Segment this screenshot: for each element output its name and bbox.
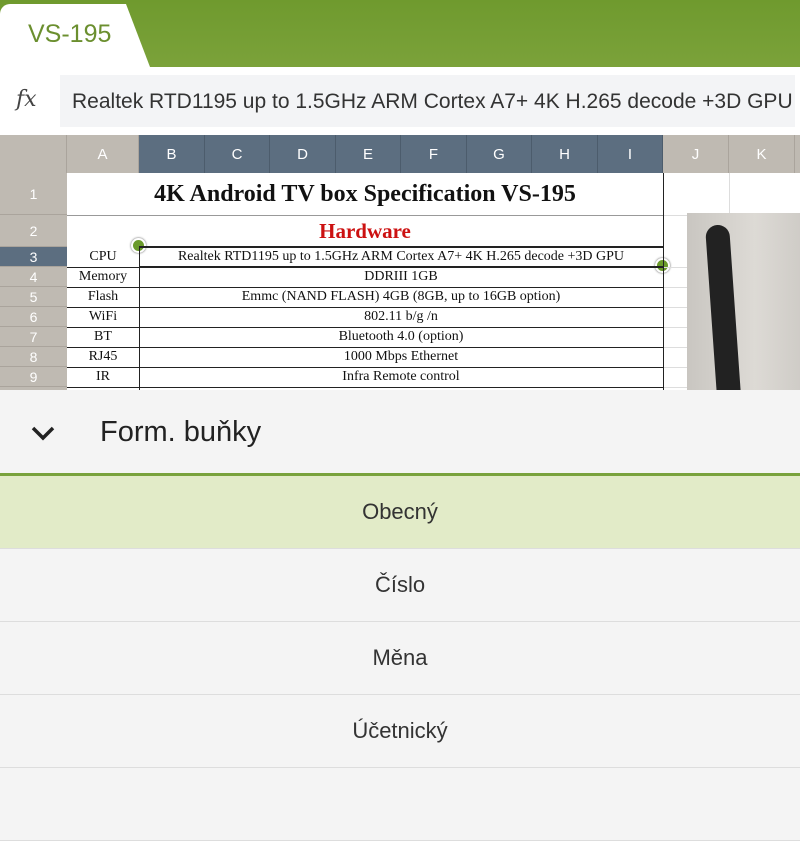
row-header-7[interactable]: 7: [0, 327, 67, 347]
row-header-8[interactable]: 8: [0, 347, 67, 367]
spec-label[interactable]: CPU: [89, 249, 117, 264]
column-header-K[interactable]: K: [729, 135, 795, 173]
column-header-D[interactable]: D: [270, 135, 336, 173]
row-header-5[interactable]: 5: [0, 287, 67, 307]
spec-label[interactable]: Flash: [87, 289, 119, 304]
column-header-J[interactable]: J: [663, 135, 729, 173]
row-border: [67, 327, 663, 328]
sheet-tab-bar: VS-195: [0, 0, 800, 67]
row-header-2[interactable]: 2: [0, 215, 67, 247]
spec-label[interactable]: IR: [96, 369, 110, 384]
embedded-image[interactable]: [687, 213, 800, 390]
row-border: [67, 367, 663, 368]
row-header-9[interactable]: 9: [0, 367, 67, 387]
spec-value[interactable]: 1000 Mbps Ethernet: [343, 349, 459, 364]
gridline: [663, 347, 693, 348]
format-option-1[interactable]: Obecný: [0, 476, 800, 549]
row-header-3[interactable]: 3: [0, 247, 67, 267]
format-option-2[interactable]: Číslo: [0, 549, 800, 622]
table-border-right: [663, 173, 664, 390]
row-border: [67, 287, 663, 288]
column-header-H[interactable]: H: [532, 135, 598, 173]
gridline: [663, 327, 693, 328]
column-header-C[interactable]: C: [205, 135, 270, 173]
sheet-tab-label: VS-195: [28, 20, 112, 48]
formula-bar: fx Realtek RTD1195 up to 1.5GHz ARM Cort…: [0, 67, 800, 135]
row-header-6[interactable]: 6: [0, 307, 67, 327]
row-header-1[interactable]: 1: [0, 173, 67, 215]
gridline: [729, 173, 730, 213]
row-border: [67, 307, 663, 308]
gridline: [663, 367, 693, 368]
format-cells-panel: Form. buňky Obecný Číslo Měna Účetnický: [0, 390, 800, 841]
gridline: [663, 287, 693, 288]
format-option-more[interactable]: [0, 768, 800, 841]
spreadsheet-grid[interactable]: Infra Remote control IR 1000 Mbps Ethernet…: [67, 173, 800, 390]
gridline: [67, 215, 663, 216]
sheet-tab[interactable]: VS-195: [0, 4, 150, 67]
row-border: [67, 387, 663, 388]
sheet-title: 4K Android TV box Specification VS-195: [154, 180, 576, 207]
selection-handle-end[interactable]: [655, 258, 670, 273]
spec-label[interactable]: WiFi: [88, 309, 118, 324]
formula-input[interactable]: Realtek RTD1195 up to 1.5GHz ARM Cortex …: [60, 75, 795, 127]
gridline: [663, 307, 693, 308]
column-header-B[interactable]: B: [139, 135, 205, 173]
row-header-4[interactable]: 4: [0, 267, 67, 287]
spec-value[interactable]: Infra Remote control: [342, 369, 460, 384]
antenna-photo: [705, 224, 742, 390]
panel-title: Form. buňky: [100, 416, 262, 448]
spec-label[interactable]: RJ45: [88, 349, 118, 364]
gridline: [663, 267, 693, 268]
column-border: [139, 247, 140, 390]
format-option-3[interactable]: Měna: [0, 622, 800, 695]
spec-value[interactable]: Emmc (NAND FLASH) 4GB (8GB, up to 16GB o…: [241, 289, 561, 304]
chevron-down-icon[interactable]: [30, 420, 56, 446]
column-header-E[interactable]: E: [336, 135, 401, 173]
fx-icon: fx: [16, 87, 37, 112]
format-option-4[interactable]: Účetnický: [0, 695, 800, 768]
spec-label[interactable]: BT: [94, 329, 112, 344]
selection-border: [139, 246, 663, 248]
spec-value[interactable]: DDRIII 1GB: [364, 269, 438, 284]
corner-select-all[interactable]: [0, 135, 67, 173]
column-header-I[interactable]: I: [598, 135, 663, 173]
selection-handle-start[interactable]: [131, 238, 146, 253]
spec-value[interactable]: Realtek RTD1195 up to 1.5GHz ARM Cortex …: [177, 249, 625, 264]
gridline: [663, 387, 693, 388]
row-border: [67, 347, 663, 348]
spec-label[interactable]: Memory: [78, 269, 128, 284]
column-header-F[interactable]: F: [401, 135, 467, 173]
row-border: [67, 267, 663, 268]
section-heading: Hardware: [319, 218, 411, 243]
panel-header: Form. buňky: [0, 390, 800, 476]
column-header-G[interactable]: G: [467, 135, 532, 173]
spec-value[interactable]: Bluetooth 4.0 (option): [338, 329, 464, 344]
spec-value[interactable]: 802.11 b/g /n: [364, 309, 438, 324]
column-header-A[interactable]: A: [67, 135, 139, 173]
